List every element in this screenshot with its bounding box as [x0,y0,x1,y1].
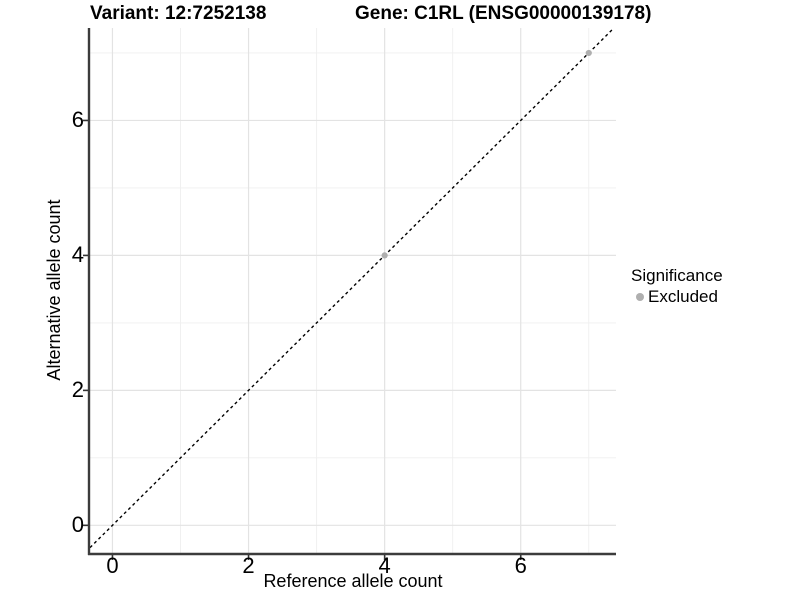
legend-title: Significance [631,266,723,285]
variant-title: Variant: 12:7252138 [90,3,267,24]
legend-item-excluded: Excluded [631,287,723,307]
x-tick-label: 4 [378,553,391,578]
x-axis-label: Reference allele count [263,571,443,591]
y-tick-label: 6 [71,107,84,133]
x-tick-label: 6 [514,553,527,578]
x-tick-label: 2 [242,553,255,578]
legend-key-dot-icon [635,293,644,301]
identity-line [89,27,615,549]
legend: Significance Excluded [631,266,723,307]
data-point [585,49,592,57]
y-tick-label: 4 [71,242,84,268]
x-tick-label: 0 [106,553,119,578]
y-tick-label: 2 [71,377,84,403]
gene-title: Gene: C1RL (ENSG00000139178) [355,3,652,24]
legend-item-label: Excluded [648,287,718,306]
legend-key [631,289,648,306]
y-tick-label: 0 [71,512,84,538]
data-point [381,252,388,259]
